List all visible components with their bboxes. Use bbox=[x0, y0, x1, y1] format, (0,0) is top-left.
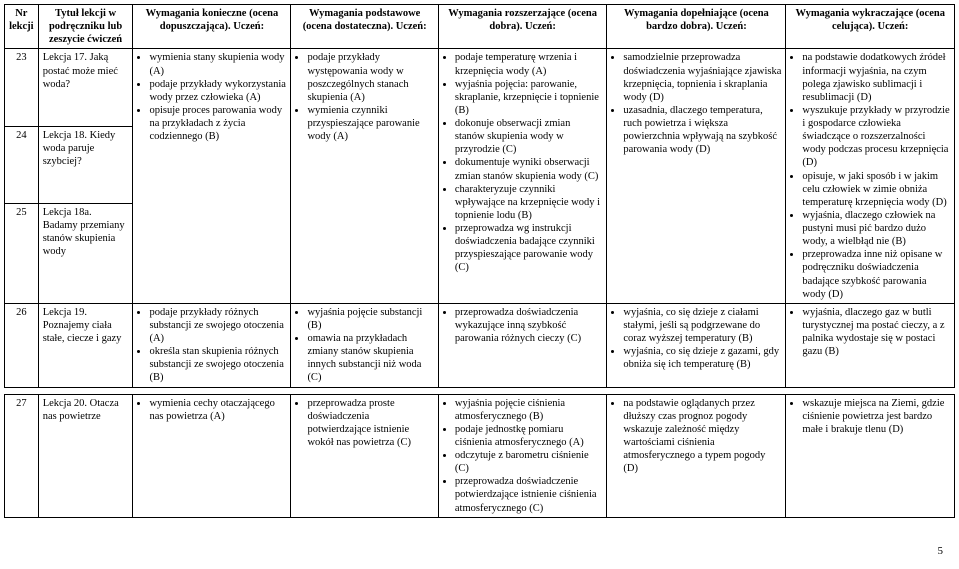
cell-title: Lekcja 18. Kiedy woda paruje szybciej? bbox=[38, 126, 133, 203]
list-item: na podstawie oglądanych przez dłuższy cz… bbox=[623, 397, 781, 476]
list-item: opisuje proces parowania wody na przykła… bbox=[149, 104, 286, 143]
requirements-table: Nr lekcji Tytuł lekcji w podręczniku lub… bbox=[4, 4, 955, 388]
h-podstawowe: Wymagania podstawowe (ocena dostateczna)… bbox=[291, 5, 438, 49]
cell-rozszerzajace: wyjaśnia pojęcie ciśnienia atmosferyczne… bbox=[438, 394, 607, 517]
list-item: wyjaśnia pojęcie ciśnienia atmosferyczne… bbox=[455, 397, 603, 423]
list-item: uzasadnia, dlaczego temperatura, ruch po… bbox=[623, 104, 781, 157]
list-item: na podstawie dodatkowych źródeł informac… bbox=[802, 51, 950, 104]
list-item: wyjaśnia, dlaczego gaz w butli turystycz… bbox=[802, 306, 950, 359]
table-row: 23 Lekcja 17. Jaką postać może mieć woda… bbox=[5, 49, 955, 126]
list-item: samodzielnie przeprowadza doświadczenia … bbox=[623, 51, 781, 104]
cell-title: Lekcja 20. Otacza nas powietrze bbox=[38, 394, 133, 517]
cell-nr: 26 bbox=[5, 303, 39, 387]
list-item: odczytuje z barometru ciśnienie (C) bbox=[455, 449, 603, 475]
list-item: wymienia cechy otaczającego nas powietrz… bbox=[149, 397, 286, 423]
list-item: wyjaśnia, dlaczego człowiek na pustyni m… bbox=[802, 209, 950, 248]
page-number: 5 bbox=[938, 543, 954, 557]
h-dopelniajace: Wymagania dopełniające (ocena bardzo dob… bbox=[607, 5, 786, 49]
cell-rozszerzajace: przeprowadza doświadczenia wykazujące in… bbox=[438, 303, 607, 387]
cell-nr: 24 bbox=[5, 126, 39, 203]
list-item: wyjaśnia pojęcia: parowanie, skraplanie,… bbox=[455, 78, 603, 117]
cell-title: Lekcja 19. Poznajemy ciała stałe, ciecze… bbox=[38, 303, 133, 387]
list-item: wymienia czynniki przyspieszające parowa… bbox=[307, 104, 433, 143]
h-nr: Nr lekcji bbox=[5, 5, 39, 49]
page: { "footer_page": "5", "col_widths": ["32… bbox=[0, 0, 959, 561]
header-row: Nr lekcji Tytuł lekcji w podręczniku lub… bbox=[5, 5, 955, 49]
cell-dopelniajace: na podstawie oglądanych przez dłuższy cz… bbox=[607, 394, 786, 517]
table-row: 27 Lekcja 20. Otacza nas powietrze wymie… bbox=[5, 394, 955, 517]
list-item: podaje przykłady występowania wody w pos… bbox=[307, 51, 433, 104]
list-item: wyszukuje przykłady w przyrodzie i gospo… bbox=[802, 104, 950, 170]
cell-nr: 27 bbox=[5, 394, 39, 517]
list-item: wyjaśnia, co się dzieje z ciałami stałym… bbox=[623, 306, 781, 345]
list-item: przeprowadza proste doświadczenia potwie… bbox=[307, 397, 433, 450]
cell-dopelniajace: samodzielnie przeprowadza doświadczenia … bbox=[607, 49, 786, 303]
list-item: przeprowadza wg instrukcji doświadczenia… bbox=[455, 222, 603, 275]
cell-konieczne: wymienia stany skupienia wody (A)podaje … bbox=[133, 49, 291, 303]
cell-podstawowe: wyjaśnia pojęcie substancji (B)omawia na… bbox=[291, 303, 438, 387]
list-item: omawia na przykładach zmiany stanów skup… bbox=[307, 332, 433, 385]
cell-title: Lekcja 17. Jaką postać może mieć woda? bbox=[38, 49, 133, 126]
table-row: 26 Lekcja 19. Poznajemy ciała stałe, cie… bbox=[5, 303, 955, 387]
cell-konieczne: podaje przykłady różnych substancji ze s… bbox=[133, 303, 291, 387]
list-item: dokumentuje wyniki obserwacji zmian stan… bbox=[455, 156, 603, 182]
cell-dopelniajace: wyjaśnia, co się dzieje z ciałami stałym… bbox=[607, 303, 786, 387]
list-item: opisuje, w jaki sposób i w jakim celu cz… bbox=[802, 170, 950, 209]
cell-wykraczajace: na podstawie dodatkowych źródeł informac… bbox=[786, 49, 955, 303]
list-item: podaje temperaturę wrzenia i krzepnięcia… bbox=[455, 51, 603, 77]
list-item: dokonuje obserwacji zmian stanów skupien… bbox=[455, 117, 603, 156]
list-item: wyjaśnia, co się dzieje z gazami, gdy ob… bbox=[623, 345, 781, 371]
h-rozszerzajace: Wymagania rozszerzające (ocena dobra). U… bbox=[438, 5, 607, 49]
cell-podstawowe: podaje przykłady występowania wody w pos… bbox=[291, 49, 438, 303]
list-item: określa stan skupienia różnych substancj… bbox=[149, 345, 286, 384]
cell-konieczne: wymienia cechy otaczającego nas powietrz… bbox=[133, 394, 291, 517]
cell-rozszerzajace: podaje temperaturę wrzenia i krzepnięcia… bbox=[438, 49, 607, 303]
list-item: wymienia stany skupienia wody (A) bbox=[149, 51, 286, 77]
list-item: charakteryzuje czynniki wpływające na kr… bbox=[455, 183, 603, 222]
requirements-table-2: 27 Lekcja 20. Otacza nas powietrze wymie… bbox=[4, 394, 955, 518]
list-item: wskazuje miejsca na Ziemi, gdzie ciśnien… bbox=[802, 397, 950, 436]
list-item: wyjaśnia pojęcie substancji (B) bbox=[307, 306, 433, 332]
list-item: podaje przykłady wykorzystania wody prze… bbox=[149, 78, 286, 104]
h-title: Tytuł lekcji w podręczniku lub zeszycie … bbox=[38, 5, 133, 49]
cell-podstawowe: przeprowadza proste doświadczenia potwie… bbox=[291, 394, 438, 517]
list-item: podaje jednostkę pomiaru ciśnienia atmos… bbox=[455, 423, 603, 449]
cell-wykraczajace: wskazuje miejsca na Ziemi, gdzie ciśnien… bbox=[786, 394, 955, 517]
list-item: przeprowadza inne niż opisane w podręczn… bbox=[802, 248, 950, 301]
cell-wykraczajace: wyjaśnia, dlaczego gaz w butli turystycz… bbox=[786, 303, 955, 387]
h-wykraczajace: Wymagania wykraczające (ocena celująca).… bbox=[786, 5, 955, 49]
cell-nr: 25 bbox=[5, 203, 39, 303]
h-konieczne: Wymagania konieczne (ocena dopuszczająca… bbox=[133, 5, 291, 49]
list-item: przeprowadza doświadczenia wykazujące in… bbox=[455, 306, 603, 345]
list-item: podaje przykłady różnych substancji ze s… bbox=[149, 306, 286, 345]
list-item: przeprowadza doświadczenie potwierdzając… bbox=[455, 475, 603, 514]
cell-title: Lekcja 18a. Badamy przemiany stanów skup… bbox=[38, 203, 133, 303]
cell-nr: 23 bbox=[5, 49, 39, 126]
